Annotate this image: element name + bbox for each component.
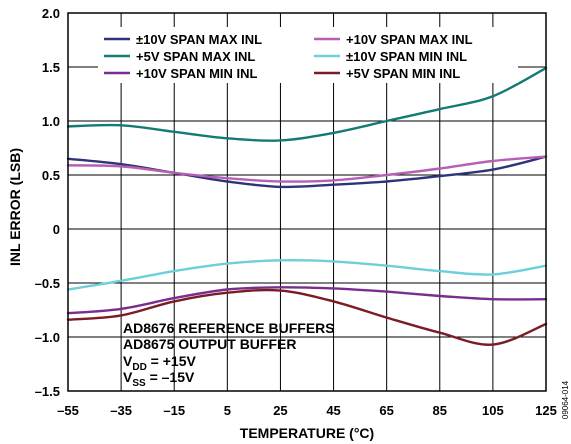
x-tick-label: –55 — [57, 403, 79, 418]
y-tick-label: 1.0 — [42, 114, 60, 129]
annotation-line-2: AD8675 OUTPUT BUFFER — [123, 336, 296, 352]
x-tick-label: –15 — [163, 403, 185, 418]
figure-id: 09064-014 — [561, 380, 570, 419]
series-line — [66, 286, 548, 315]
legend-label: ±10V SPAN MAX INL — [136, 32, 262, 47]
x-tick-label: 5 — [224, 403, 231, 418]
legend-label: +5V SPAN MIN INL — [346, 66, 460, 81]
y-axis-label: INL ERROR (LSB) — [7, 148, 23, 266]
series-line — [66, 155, 548, 183]
x-tick-label: 85 — [433, 403, 447, 418]
x-tick-label: –35 — [110, 403, 132, 418]
legend-label: ±10V SPAN MIN INL — [346, 49, 467, 64]
x-tick-label: 65 — [379, 403, 393, 418]
series-lines — [66, 66, 548, 346]
y-tick-labels: –1.5 –1.0 –0.5 0 0.5 1.0 1.5 2.0 — [35, 6, 60, 399]
x-tick-label: 105 — [482, 403, 504, 418]
y-tick-label: –1.5 — [35, 384, 60, 399]
plot-frame — [67, 12, 547, 392]
y-tick-label: 0 — [53, 222, 60, 237]
series-line — [66, 259, 548, 291]
x-tick-label: 45 — [326, 403, 340, 418]
x-tick-label: 125 — [535, 403, 557, 418]
y-tick-label: 1.5 — [42, 60, 60, 75]
y-tick-label: 2.0 — [42, 6, 60, 21]
series-line — [66, 66, 548, 142]
legend: ±10V SPAN MAX INL +10V SPAN MAX INL +5V SP… — [98, 27, 518, 83]
x-tick-labels: –55 –35 –15 5 25 45 65 85 105 125 — [57, 403, 557, 418]
y-tick-label: –0.5 — [35, 276, 60, 291]
annotation-vdd: VDD = +15V — [123, 353, 197, 373]
annotation-vss: VSS = –15V — [123, 369, 195, 389]
legend-label: +5V SPAN MAX INL — [136, 49, 255, 64]
x-axis-label: TEMPERATURE (°C) — [240, 425, 374, 441]
annotation-block: AD8676 REFERENCE BUFFERS AD8675 OUTPUT B… — [123, 320, 335, 389]
annotation-line-1: AD8676 REFERENCE BUFFERS — [123, 320, 335, 336]
series-line — [66, 288, 548, 346]
y-tick-label: –1.0 — [35, 330, 60, 345]
legend-label: +10V SPAN MIN INL — [136, 66, 258, 81]
legend-label: +10V SPAN MAX INL — [346, 32, 473, 47]
x-tick-label: 25 — [273, 403, 287, 418]
legend-background — [98, 27, 518, 83]
y-tick-label: 0.5 — [42, 168, 60, 183]
